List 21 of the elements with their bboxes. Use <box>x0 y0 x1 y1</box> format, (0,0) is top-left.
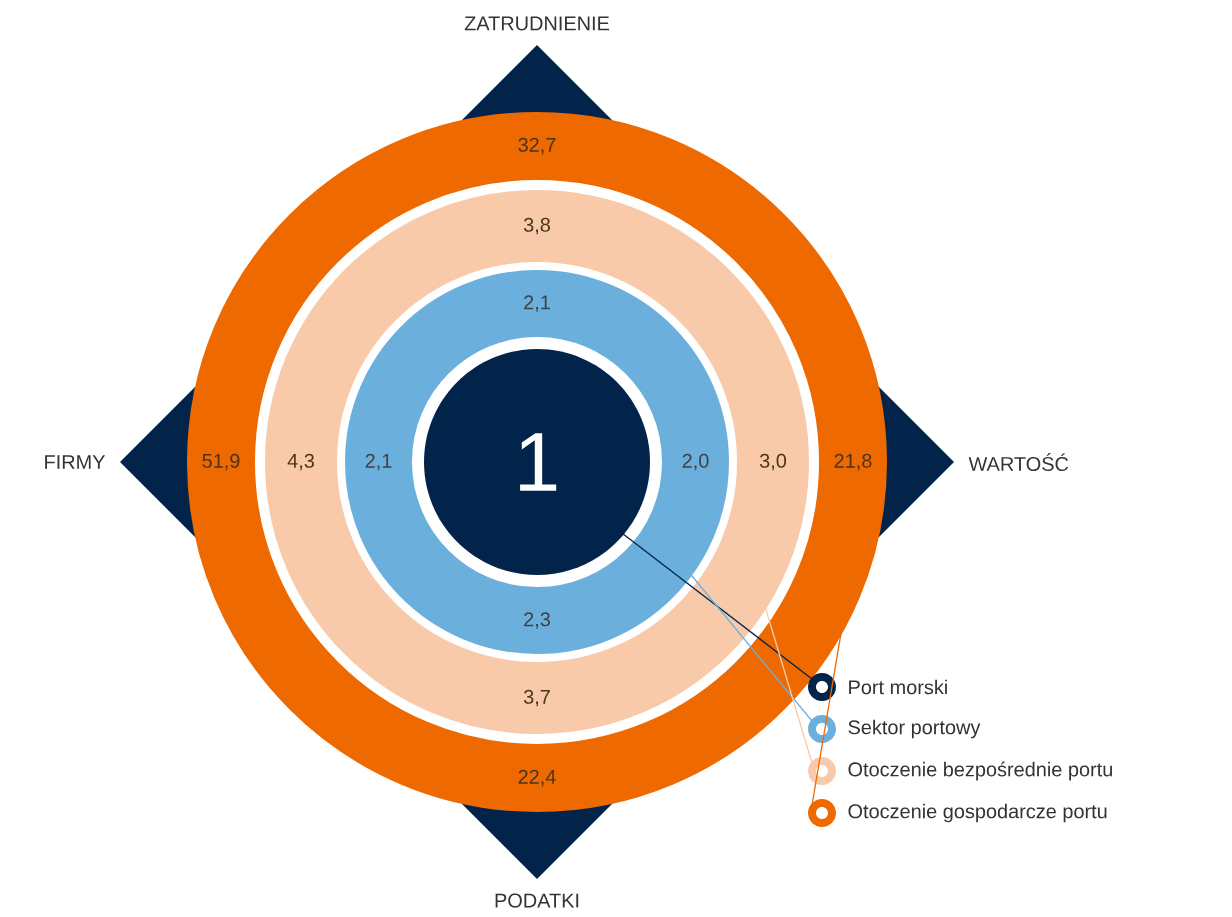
data-label: 22,4 <box>518 769 556 787</box>
data-label: 2,1 <box>524 295 550 312</box>
category-label: ZATRUDNIENIE <box>464 16 610 31</box>
data-label: 3,8 <box>523 217 550 235</box>
data-label: 32,7 <box>518 137 556 155</box>
data-label: 2,0 <box>682 453 709 471</box>
legend-label: Otoczenie bezpośrednie portu <box>848 761 1112 781</box>
legend-label: Otoczenie gospodarcze portu <box>848 803 1107 823</box>
data-label: 1 <box>520 433 557 491</box>
legend-label: Port morski <box>849 679 947 695</box>
data-label: 2,3 <box>524 612 550 629</box>
category-label: PODATKI <box>495 893 579 908</box>
data-label: 3,7 <box>523 689 550 707</box>
legend-label: Sektor portowy <box>848 719 981 739</box>
data-label: 2,1 <box>365 453 392 471</box>
data-label: 3,0 <box>759 453 787 471</box>
data-label: 21,8 <box>834 453 872 471</box>
data-label: 51,9 <box>202 453 240 471</box>
data-label: 4,3 <box>287 453 314 471</box>
category-label: FIRMY <box>45 455 106 469</box>
category-label: WARTOŚĆ <box>968 452 1069 472</box>
